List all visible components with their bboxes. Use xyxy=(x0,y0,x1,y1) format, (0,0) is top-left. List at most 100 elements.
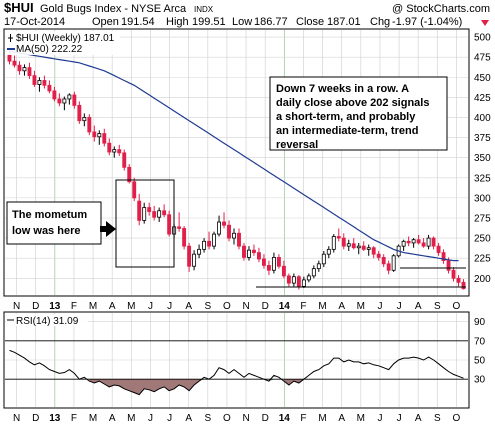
price-x-tick-label: 13 xyxy=(49,301,61,312)
rsi-y-axis: 30 50 70 90 xyxy=(474,317,486,386)
price-panel: 200225250275300325350375400425450475500 … xyxy=(3,28,491,297)
candle-body xyxy=(431,237,436,247)
candle-body xyxy=(416,239,421,244)
price-y-tick-label: 325 xyxy=(474,173,491,184)
index-name: Gold Bugs Index - NYSE Arca xyxy=(40,3,187,15)
candle-body xyxy=(197,248,202,255)
rsi-x-tick-label: N xyxy=(242,413,249,424)
momentum-line-2: low was here xyxy=(12,225,80,237)
candle-body xyxy=(202,240,207,250)
rsi-x-tick-label: A xyxy=(185,413,192,424)
candle-body xyxy=(411,239,416,244)
price-x-tick-label: J xyxy=(167,301,172,312)
arrow-shaft xyxy=(100,226,108,232)
rsi-line xyxy=(9,349,464,396)
candle-body xyxy=(296,276,301,287)
candle-body xyxy=(122,152,127,168)
candle-body xyxy=(346,243,351,247)
annotation-line-5: reversal xyxy=(276,139,318,151)
rsi-x-axis: N D 13 F M A M J J A S O N D 14 F M A M J J A S O xyxy=(13,413,461,424)
candle-body xyxy=(366,247,371,250)
candle-body xyxy=(17,64,22,72)
price-x-tick-label: 14 xyxy=(279,301,291,312)
candle-body xyxy=(252,249,256,253)
price-panel-frame xyxy=(3,28,470,297)
price-x-tick-label: A xyxy=(338,301,345,312)
candle-body xyxy=(87,117,92,133)
candle-body xyxy=(341,237,346,247)
candle-body xyxy=(421,242,426,247)
rsi-x-tick-label: A xyxy=(109,413,116,424)
price-x-tick-label: F xyxy=(300,301,306,312)
rsi-x-tick-label: O xyxy=(453,413,461,424)
rsi-legend-background xyxy=(6,314,88,326)
candle-body xyxy=(326,248,331,255)
rsi-x-tick-label: M xyxy=(318,413,326,424)
price-x-tick-label: S xyxy=(434,301,441,312)
down-arrow-icon xyxy=(481,20,489,26)
candle-body xyxy=(257,252,261,260)
rsi-legend: RSI(14) 31.09 xyxy=(6,314,88,327)
rsi-x-tick-label: M xyxy=(89,413,97,424)
candle-body xyxy=(192,253,197,267)
candle-body xyxy=(316,263,321,270)
candle-body xyxy=(157,210,162,218)
price-x-tick-label: A xyxy=(415,301,422,312)
close-label: Close xyxy=(296,16,324,28)
close-value: 187.01 xyxy=(327,16,361,28)
annotation-line-4: an intermediate-term, trend xyxy=(276,125,418,137)
candle-body xyxy=(62,98,67,104)
price-grid xyxy=(5,30,468,295)
price-x-tick-label: O xyxy=(453,301,461,312)
rsi-x-tick-label: M xyxy=(127,413,135,424)
candle-body xyxy=(72,94,77,106)
momentum-annotation: The mometum low was here xyxy=(6,201,102,245)
price-x-tick-label: M xyxy=(89,301,97,312)
price-y-tick-label: 475 xyxy=(474,53,491,64)
legend-price-series: $HUI (Weekly) 187.01 xyxy=(16,33,115,44)
rsi-y-tick-label: 90 xyxy=(474,317,486,328)
rsi-y-tick-label: 50 xyxy=(474,356,486,367)
price-x-tick-label: S xyxy=(204,301,211,312)
candle-body xyxy=(177,226,182,229)
price-y-axis: 200 225 250 275 300 325 350 375 400 425 450 475 500 xyxy=(474,33,491,285)
price-x-tick-label: N xyxy=(242,301,249,312)
candle-body xyxy=(82,117,87,122)
rsi-x-tick-label: D xyxy=(32,413,39,424)
rsi-oversold-fill xyxy=(89,379,304,395)
price-y-tick-label: 250 xyxy=(474,234,491,245)
price-y-tick-label: 500 xyxy=(474,33,491,44)
candle-body xyxy=(436,245,441,253)
candle-body xyxy=(27,67,32,77)
candle-body xyxy=(237,232,241,247)
rsi-x-tick-label: N xyxy=(13,413,20,424)
rsi-x-tick-label: J xyxy=(167,413,172,424)
candle-body xyxy=(336,236,341,239)
annotation-line-2: daily close above 202 signals xyxy=(276,97,429,109)
candle-body xyxy=(167,214,172,235)
momentum-annotation-box xyxy=(6,201,102,245)
exchange-label: INDX xyxy=(194,5,214,14)
candle-body xyxy=(247,249,251,258)
ma50-line xyxy=(9,50,459,262)
candle-body xyxy=(351,243,356,249)
price-x-tick-label: F xyxy=(71,301,77,312)
candle-body xyxy=(266,265,271,271)
arrow-head xyxy=(106,221,116,237)
rsi-x-tick-label: D xyxy=(262,413,269,424)
ticker-symbol: $HUI xyxy=(4,0,34,15)
candle-body xyxy=(137,200,142,221)
rsi-x-tick-label: M xyxy=(357,413,365,424)
rsi-x-tick-label: J xyxy=(377,413,382,424)
candle-body xyxy=(276,256,281,267)
rsi-x-tick-label: J xyxy=(397,413,402,424)
candle-body xyxy=(97,133,102,138)
candle-body xyxy=(147,207,152,212)
candle-body xyxy=(57,98,62,104)
legend-background xyxy=(6,31,120,55)
candle-body xyxy=(12,60,17,66)
candle-body xyxy=(391,255,396,271)
candle-body xyxy=(182,228,187,247)
rsi-x-tick-label: A xyxy=(338,413,345,424)
